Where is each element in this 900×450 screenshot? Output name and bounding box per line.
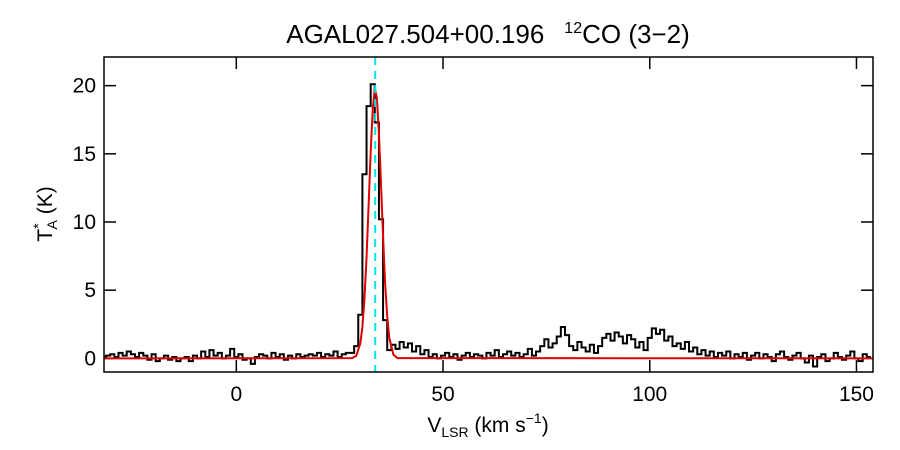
x-tick-label: 150 [839, 383, 874, 406]
ylabel-unit: (K) [34, 186, 57, 220]
xlabel-main: V [427, 414, 441, 437]
spectrum [104, 83, 871, 368]
fit-line [104, 88, 873, 360]
x-axis-label: VLSR (km s−1) [427, 410, 548, 440]
y-axis-label: T*A (K) [30, 186, 60, 241]
y-tick-label: 10 [73, 211, 96, 234]
ylabel-sup: * [30, 223, 46, 229]
xlabel-close: ) [542, 414, 549, 437]
x-tick-label: 100 [632, 383, 667, 406]
xlabel-sup: −1 [526, 410, 542, 426]
plot-frame [103, 56, 874, 373]
title-line: CO (3−2) [582, 19, 690, 49]
xlabel-sub: LSR [441, 424, 468, 440]
ylabel-sub: A [44, 219, 60, 229]
xlabel-unit: (km s [469, 414, 526, 437]
y-tick-label: 15 [73, 143, 96, 166]
y-tick-label: 0 [84, 347, 96, 370]
x-tick-label: 50 [431, 383, 454, 406]
y-tick-label: 20 [73, 75, 96, 98]
y-tick-label: 5 [84, 279, 96, 302]
title-source: AGAL027.504+00.196 [286, 19, 544, 49]
title-sup: 12 [564, 20, 582, 37]
chart-title: AGAL027.504+00.196 12CO (3−2) [286, 19, 690, 49]
x-tick-label: 0 [230, 383, 242, 406]
ylabel-main: T [34, 229, 57, 242]
